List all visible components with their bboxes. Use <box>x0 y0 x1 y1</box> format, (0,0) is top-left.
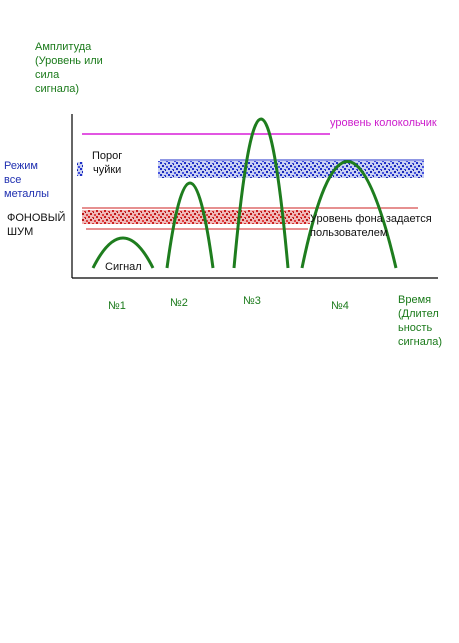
signal-curve-2 <box>165 181 215 269</box>
mode-label: Режим все металлы <box>4 160 50 200</box>
x-axis-label: Время (Длител ьность сигнала) <box>398 294 443 348</box>
signal-number-4: №4 <box>331 300 349 312</box>
signal-number-1: №1 <box>108 300 126 312</box>
signal-label: Сигнал <box>105 261 142 273</box>
threshold-band <box>158 161 424 178</box>
signal-number-3: №3 <box>243 295 261 307</box>
background-noise-label: ФОНОВЫЙ ШУМ <box>7 212 66 238</box>
threshold-band-left <box>77 162 83 176</box>
background-note-label: Уровень фона задается пользователем <box>310 213 432 239</box>
signal-label-bg <box>102 259 144 273</box>
signal-curve-4 <box>300 160 398 269</box>
bell-level-label: уровень колокольчик <box>330 117 437 129</box>
signal-curve-1 <box>91 236 155 269</box>
threshold-label: Порог чуйки <box>92 150 123 176</box>
noise-band <box>82 210 310 224</box>
signal-curve-3 <box>232 117 290 269</box>
y-axis-label: Амплитуда (Уровень или сила сигнала) <box>35 41 103 95</box>
signal-number-2: №2 <box>170 297 188 309</box>
